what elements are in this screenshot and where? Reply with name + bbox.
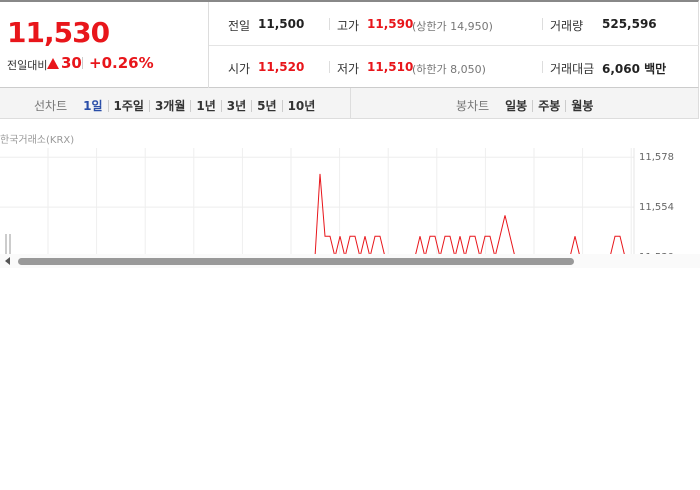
separator — [542, 18, 543, 30]
scroll-left-arrow — [5, 257, 10, 265]
stat-label: 거래대금 — [550, 62, 595, 76]
tab-label: 봉차트 — [456, 99, 490, 113]
stat-label: 거래량 — [550, 19, 584, 33]
separator — [350, 88, 351, 118]
tab-label: 선차트 — [34, 99, 68, 113]
scrollbar-thumb — [18, 258, 574, 265]
volume-stub — [5, 234, 7, 254]
stat-label: 시가 — [228, 62, 251, 76]
change-rate: +0.26% — [89, 54, 154, 72]
stat-value: 11,500 — [258, 17, 305, 31]
price-box: 11,530 전일대비 30 +0.26% — [0, 2, 209, 88]
y-tick-label: 11,578 — [639, 152, 674, 163]
stat-note: (하한가 8,050) — [412, 63, 486, 76]
stat-value: 11,590 — [367, 17, 414, 31]
stat-value: 11,510 — [367, 60, 414, 74]
tab[interactable]: 일봉 — [505, 98, 528, 113]
tab[interactable]: 5년 — [251, 99, 281, 112]
separator — [329, 18, 330, 30]
up-icon — [47, 58, 59, 69]
stat-value: 11,520 — [258, 60, 305, 74]
price-line — [0, 173, 630, 258]
quote-panel: 11,530 전일대비 30 +0.26% 전일 11,500 고가 11,590 (상… — [0, 0, 699, 88]
change: 30 — [61, 54, 82, 72]
tab[interactable]: 1주일 — [107, 99, 149, 112]
stat-note: (상한가 14,950) — [412, 20, 493, 33]
chart-tabs: 선차트 1일 1주일 3개월 1년 3년 5년 10년 봉차트 일봉 주봉 월봉 — [0, 88, 699, 119]
volume-stub — [9, 234, 11, 254]
line-tabs: 선차트 1일 1주일 3개월 1년 3년 5년 10년 — [34, 97, 320, 114]
tab[interactable]: 1년 — [190, 99, 220, 112]
separator — [82, 57, 83, 69]
tab[interactable]: 10년 — [281, 99, 321, 112]
stat-label: 전일 — [228, 19, 251, 33]
price: 11,530 — [7, 16, 110, 49]
tab[interactable]: 3년 — [220, 99, 251, 112]
change-label: 전일대비 — [7, 59, 48, 72]
tab[interactable]: 주봉 — [532, 99, 565, 112]
stat-label: 고가 — [337, 19, 360, 33]
stat-value: 525,596 — [602, 17, 657, 31]
tab[interactable]: 1일 — [83, 98, 103, 113]
tab[interactable]: 월봉 — [565, 99, 598, 112]
candle-tabs: 봉차트 일봉 주봉 월봉 — [456, 97, 598, 114]
stat-label: 저가 — [337, 62, 360, 76]
separator — [329, 61, 330, 73]
tab[interactable]: 3개월 — [148, 99, 190, 112]
row-separator — [209, 45, 699, 46]
stat-value: 6,060 백만 — [602, 62, 667, 76]
y-tick-label: 11,554 — [639, 202, 674, 213]
source: 한국거래소(KRX) — [0, 135, 75, 146]
separator — [542, 61, 543, 73]
